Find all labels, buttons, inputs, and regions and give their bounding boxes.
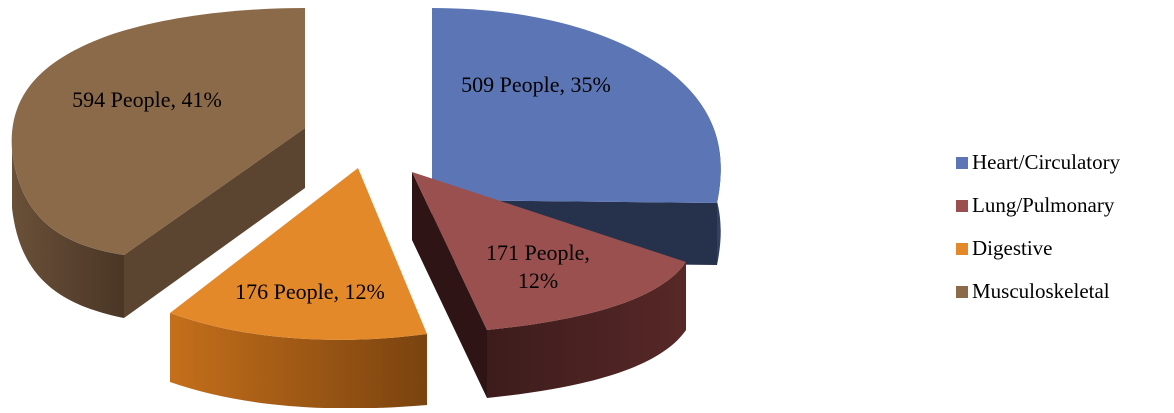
legend-swatch-musculoskeletal: [956, 286, 968, 298]
pie-slice-side-digestive-0: [170, 313, 427, 409]
pie-slice-digestive: [170, 168, 427, 340]
legend-swatch-lung-pulmonary: [956, 200, 968, 212]
legend-swatch-heart-circulatory: [956, 157, 968, 169]
pie-slice-heart-circulatory: [432, 8, 721, 203]
data-label-heart-circulatory: 509 People, 35%: [461, 72, 611, 97]
pie-slice-musculoskeletal: [11, 8, 305, 255]
data-label-musculoskeletal: 594 People, 41%: [72, 87, 222, 112]
legend-swatch-digestive: [956, 243, 968, 255]
legend-label-lung-pulmonary: Lung/Pulmonary: [972, 193, 1115, 217]
legend-label-musculoskeletal: Musculoskeletal: [972, 279, 1110, 303]
legend-label-heart-circulatory: Heart/Circulatory: [972, 150, 1121, 174]
data-label-lung-pulmonary: 171 People, 12%: [486, 240, 590, 293]
data-label-digestive: 176 People, 12%: [235, 279, 385, 304]
pie-slice-side-musculoskeletal-1: [12, 150, 124, 318]
pie-slice-side-lung-pulmonary-0: [412, 172, 487, 398]
pie-slice-lung-pulmonary: [412, 172, 686, 330]
legend-label-digestive: Digestive: [972, 236, 1052, 260]
pie-slice-side-musculoskeletal-0: [124, 128, 305, 318]
pie-slice-side-lung-pulmonary-1: [487, 262, 686, 398]
